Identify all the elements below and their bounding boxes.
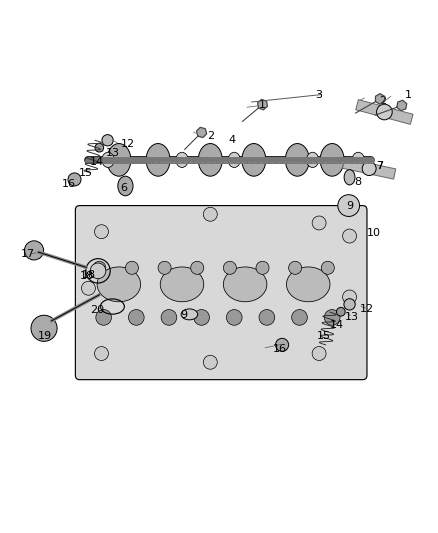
Circle shape <box>338 195 360 216</box>
Circle shape <box>125 261 138 274</box>
Ellipse shape <box>198 143 222 176</box>
Text: 16: 16 <box>62 179 76 189</box>
Text: 6: 6 <box>120 183 127 193</box>
Circle shape <box>344 298 355 310</box>
FancyBboxPatch shape <box>75 206 367 379</box>
Polygon shape <box>258 100 268 110</box>
Ellipse shape <box>352 152 364 167</box>
Text: 9: 9 <box>346 201 353 212</box>
Polygon shape <box>197 127 207 138</box>
Text: 18: 18 <box>81 270 95 280</box>
Ellipse shape <box>181 309 198 320</box>
Circle shape <box>90 263 106 279</box>
Circle shape <box>191 261 204 274</box>
Text: 20: 20 <box>90 305 104 315</box>
Circle shape <box>95 346 109 360</box>
Text: 7: 7 <box>377 161 384 172</box>
Polygon shape <box>356 100 413 124</box>
Text: 8: 8 <box>355 176 362 187</box>
Circle shape <box>336 308 345 316</box>
Text: 13: 13 <box>106 148 120 158</box>
Ellipse shape <box>320 143 344 176</box>
Text: 2: 2 <box>378 96 386 106</box>
Text: 12: 12 <box>360 304 374 314</box>
Circle shape <box>96 310 112 325</box>
Text: 16: 16 <box>273 344 287 354</box>
Ellipse shape <box>118 176 133 196</box>
Text: 4: 4 <box>229 135 236 146</box>
Circle shape <box>93 261 106 274</box>
Text: 13: 13 <box>345 312 359 321</box>
Circle shape <box>81 281 95 295</box>
Circle shape <box>259 310 275 325</box>
Ellipse shape <box>146 143 170 176</box>
Text: 14: 14 <box>90 157 104 167</box>
Text: 3: 3 <box>316 90 323 100</box>
Text: 2: 2 <box>207 131 214 141</box>
Circle shape <box>161 310 177 325</box>
Ellipse shape <box>107 143 131 176</box>
Polygon shape <box>397 100 407 111</box>
Text: 1: 1 <box>405 90 412 100</box>
Ellipse shape <box>286 267 330 302</box>
Polygon shape <box>375 94 385 104</box>
Circle shape <box>362 161 376 175</box>
Ellipse shape <box>223 267 267 302</box>
Circle shape <box>324 310 340 325</box>
Text: 7: 7 <box>376 160 383 171</box>
Circle shape <box>95 143 104 152</box>
Ellipse shape <box>344 169 355 185</box>
Circle shape <box>343 290 357 304</box>
Circle shape <box>276 338 289 351</box>
Circle shape <box>25 241 44 260</box>
Ellipse shape <box>160 267 204 302</box>
Ellipse shape <box>176 152 188 167</box>
Circle shape <box>102 135 113 146</box>
Ellipse shape <box>286 143 309 176</box>
Circle shape <box>377 104 392 120</box>
Text: 1: 1 <box>259 100 266 110</box>
Ellipse shape <box>102 152 114 167</box>
Circle shape <box>194 310 209 325</box>
Circle shape <box>158 261 171 274</box>
Text: 9: 9 <box>180 310 188 320</box>
Circle shape <box>203 207 217 221</box>
Ellipse shape <box>242 143 266 176</box>
Circle shape <box>226 310 242 325</box>
Circle shape <box>31 315 57 341</box>
Circle shape <box>256 261 269 274</box>
Circle shape <box>68 173 81 186</box>
Circle shape <box>203 356 217 369</box>
Text: 19: 19 <box>38 331 52 341</box>
Ellipse shape <box>228 152 240 167</box>
Text: 10: 10 <box>367 228 381 238</box>
Circle shape <box>223 261 237 274</box>
Circle shape <box>312 346 326 360</box>
Ellipse shape <box>97 267 141 302</box>
Circle shape <box>343 229 357 243</box>
Circle shape <box>312 216 326 230</box>
Circle shape <box>292 310 307 325</box>
Polygon shape <box>343 158 396 179</box>
Ellipse shape <box>307 152 319 167</box>
Text: 15: 15 <box>316 331 330 341</box>
Circle shape <box>321 261 334 274</box>
Text: 17: 17 <box>21 249 35 260</box>
Text: 14: 14 <box>329 320 343 330</box>
Circle shape <box>289 261 302 274</box>
Text: 15: 15 <box>79 168 93 178</box>
Circle shape <box>95 225 109 239</box>
Text: 12: 12 <box>120 139 134 149</box>
Circle shape <box>128 310 144 325</box>
Text: 18: 18 <box>80 271 94 281</box>
